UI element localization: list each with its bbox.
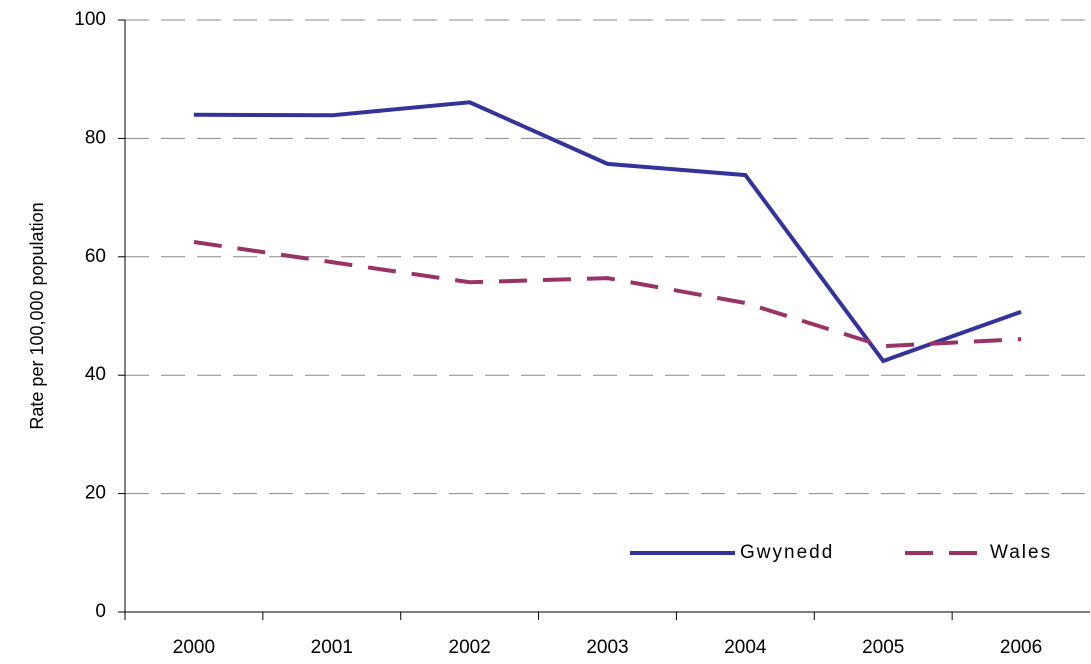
y-axis-label: Rate per 100,000 population — [27, 202, 47, 429]
series-line — [193, 100, 1022, 364]
y-tick-label: 100 — [74, 9, 106, 30]
x-tick-label: 2003 — [586, 637, 628, 658]
y-tick-label: 80 — [85, 127, 106, 148]
y-tick-label: 60 — [85, 246, 106, 267]
legend-label: Gwynedd — [740, 542, 834, 563]
x-tick-label: 2006 — [1000, 637, 1042, 658]
series-line — [193, 240, 1022, 349]
x-tick-label: 2001 — [311, 637, 353, 658]
x-tick-label: 2005 — [862, 637, 904, 658]
x-tick-label: 2004 — [724, 637, 767, 658]
x-tick-label: 2002 — [449, 637, 491, 658]
y-tick-label: 40 — [85, 364, 106, 385]
y-tick-label: 0 — [95, 601, 106, 622]
legend-label: Wales — [990, 542, 1052, 563]
x-tick-label: 2000 — [173, 637, 215, 658]
y-tick-label: 20 — [85, 483, 106, 504]
